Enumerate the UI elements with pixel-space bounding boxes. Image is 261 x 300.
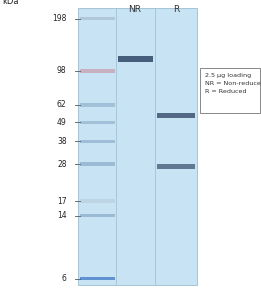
FancyBboxPatch shape <box>157 164 195 169</box>
Text: 14: 14 <box>57 211 67 220</box>
FancyBboxPatch shape <box>80 103 115 107</box>
FancyBboxPatch shape <box>78 8 197 285</box>
Text: 28: 28 <box>57 160 67 169</box>
Text: 62: 62 <box>57 100 67 109</box>
Text: 98: 98 <box>57 66 67 75</box>
Text: NR: NR <box>128 4 141 14</box>
Text: 198: 198 <box>52 14 67 23</box>
Text: 2.5 μg loading
NR = Non-reduced
R = Reduced: 2.5 μg loading NR = Non-reduced R = Redu… <box>205 74 261 94</box>
FancyBboxPatch shape <box>80 199 115 203</box>
FancyBboxPatch shape <box>80 121 115 124</box>
FancyBboxPatch shape <box>80 140 115 143</box>
FancyBboxPatch shape <box>80 214 115 217</box>
FancyBboxPatch shape <box>157 113 195 118</box>
Text: R: R <box>173 4 179 14</box>
FancyBboxPatch shape <box>118 56 153 62</box>
FancyBboxPatch shape <box>80 17 115 20</box>
Text: 49: 49 <box>57 118 67 127</box>
Text: 17: 17 <box>57 196 67 206</box>
FancyBboxPatch shape <box>80 162 115 166</box>
Text: 38: 38 <box>57 137 67 146</box>
FancyBboxPatch shape <box>80 69 115 73</box>
FancyBboxPatch shape <box>200 68 260 113</box>
Text: kDa: kDa <box>3 0 19 6</box>
FancyBboxPatch shape <box>80 277 115 280</box>
Text: 6: 6 <box>62 274 67 283</box>
